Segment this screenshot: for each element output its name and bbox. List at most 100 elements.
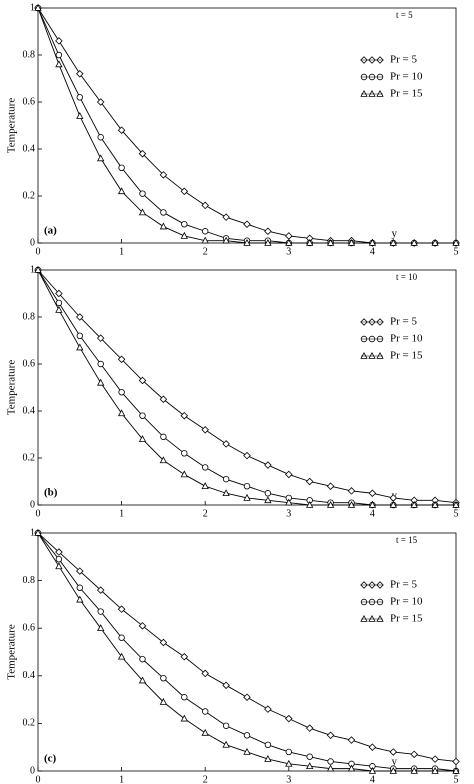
marker	[118, 389, 125, 396]
marker	[76, 332, 83, 339]
marker	[97, 608, 104, 615]
marker	[138, 208, 147, 216]
x-tick-label: 2	[203, 246, 208, 257]
marker	[76, 70, 84, 78]
marker	[180, 187, 189, 196]
y-tick-label: 0.8	[23, 311, 36, 322]
marker	[347, 764, 356, 772]
marker	[97, 154, 105, 162]
marker	[201, 426, 209, 434]
marker	[55, 299, 63, 307]
marker	[264, 755, 272, 762]
legend-label: Pr = 10	[390, 596, 423, 608]
panel: 0 0.2 0.4 0.6 0.8 1 0 1 2 3 4 5 Temperature y t = 15 (c…	[6, 527, 460, 784]
panel: 0 0.2 0.4 0.6 0.8 1 0 1 2 3 4 5 Temperature y t = 5 (a)…	[6, 2, 460, 257]
x-tick-label: 1	[119, 774, 124, 784]
marker	[76, 313, 84, 321]
marker	[326, 731, 335, 740]
marker	[431, 238, 439, 246]
marker	[201, 708, 209, 715]
y-tick-label: 1	[30, 2, 35, 13]
marker	[347, 487, 356, 495]
legend-marker	[360, 89, 368, 97]
marker	[138, 622, 147, 630]
marker	[264, 461, 272, 469]
marker	[76, 595, 84, 603]
marker	[222, 489, 230, 497]
marker	[389, 500, 397, 508]
marker	[264, 705, 272, 713]
marker	[285, 498, 293, 506]
marker	[243, 483, 251, 490]
marker	[160, 433, 167, 441]
marker	[76, 343, 84, 351]
marker	[243, 238, 251, 246]
marker	[285, 238, 293, 246]
marker	[97, 378, 105, 386]
marker	[222, 722, 230, 729]
marker	[368, 500, 377, 508]
y-tick-label: 0	[30, 765, 35, 776]
annotation: t = 10	[396, 272, 418, 282]
marker	[305, 477, 314, 486]
marker	[55, 51, 63, 59]
x-tick-label: 4	[370, 508, 375, 519]
x-axis-label: y	[391, 228, 397, 240]
y-tick-label: 0.2	[23, 718, 36, 729]
marker	[201, 464, 209, 471]
y-tick-label: 1	[30, 527, 35, 538]
x-tick-label: 2	[203, 774, 208, 784]
legend-marker	[376, 614, 384, 622]
legend-label: Pr = 15	[390, 350, 423, 362]
y-tick-label: 0.2	[23, 190, 36, 201]
legend-marker	[368, 614, 376, 622]
marker	[55, 289, 63, 298]
marker	[34, 265, 42, 273]
marker	[326, 764, 335, 772]
marker	[76, 584, 83, 591]
marker	[222, 440, 230, 448]
marker	[326, 482, 335, 490]
marker	[452, 500, 460, 508]
marker	[285, 470, 293, 479]
x-tick-label: 1	[119, 508, 124, 519]
marker	[138, 435, 147, 443]
legend-label: Pr = 10	[390, 71, 423, 83]
marker	[201, 228, 209, 235]
marker	[306, 238, 314, 246]
marker	[138, 376, 147, 385]
marker	[117, 355, 126, 364]
marker	[347, 500, 356, 508]
annotation: t = 15	[396, 535, 418, 545]
y-axis-label: Temperature	[6, 624, 18, 680]
marker	[76, 94, 83, 101]
x-tick-label: 3	[286, 246, 291, 257]
marker	[55, 562, 63, 570]
marker	[180, 652, 189, 661]
y-tick-label: 0	[30, 499, 35, 510]
marker	[285, 714, 293, 723]
series-line	[37, 7, 456, 244]
marker	[76, 567, 84, 575]
marker	[306, 762, 314, 770]
x-tick-label: 0	[36, 508, 41, 519]
y-tick-label: 0.6	[23, 358, 36, 369]
x-tick-label: 5	[454, 246, 459, 257]
marker	[305, 724, 314, 732]
marker	[55, 305, 63, 313]
series-line	[37, 7, 456, 244]
marker	[138, 149, 147, 158]
marker	[222, 475, 230, 483]
marker	[76, 112, 84, 119]
marker	[243, 747, 251, 755]
marker	[243, 220, 251, 228]
marker	[159, 638, 168, 647]
legend-label: Pr = 15	[390, 88, 423, 100]
legend-marker	[360, 351, 368, 359]
marker	[180, 470, 188, 478]
marker	[117, 409, 126, 417]
marker	[306, 753, 313, 760]
y-tick-label: 0.8	[23, 575, 36, 586]
